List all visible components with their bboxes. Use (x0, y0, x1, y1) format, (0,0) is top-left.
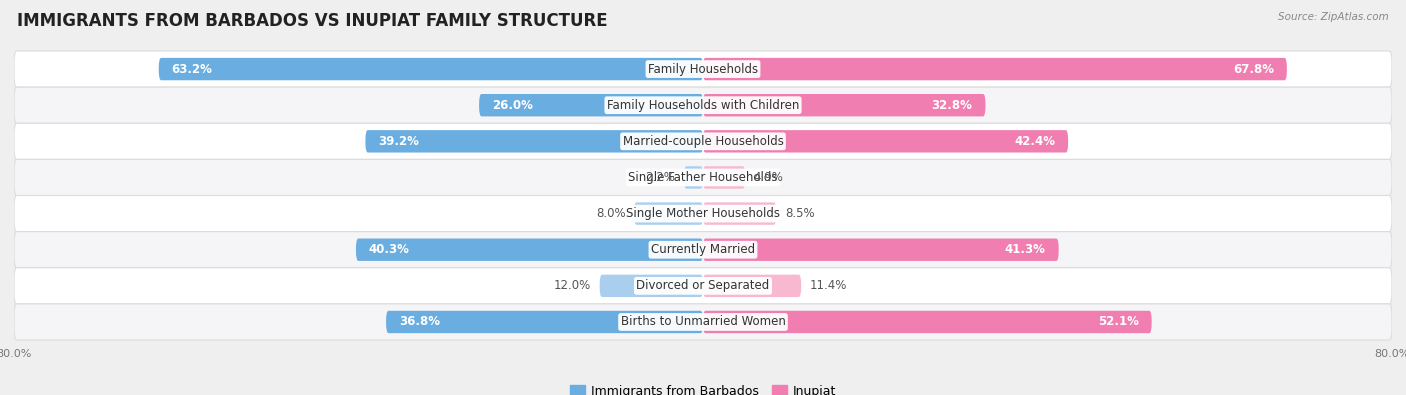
FancyBboxPatch shape (14, 268, 1392, 304)
Text: 41.3%: 41.3% (1005, 243, 1046, 256)
FancyBboxPatch shape (387, 311, 703, 333)
Legend: Immigrants from Barbados, Inupiat: Immigrants from Barbados, Inupiat (565, 380, 841, 395)
Text: 2.2%: 2.2% (645, 171, 675, 184)
FancyBboxPatch shape (14, 304, 1392, 340)
Text: 63.2%: 63.2% (172, 62, 212, 75)
Text: Source: ZipAtlas.com: Source: ZipAtlas.com (1278, 12, 1389, 22)
FancyBboxPatch shape (159, 58, 703, 80)
Text: Family Households with Children: Family Households with Children (607, 99, 799, 112)
Text: 8.5%: 8.5% (785, 207, 814, 220)
Text: Divorced or Separated: Divorced or Separated (637, 279, 769, 292)
Text: Single Father Households: Single Father Households (628, 171, 778, 184)
FancyBboxPatch shape (703, 166, 745, 189)
FancyBboxPatch shape (14, 196, 1392, 231)
FancyBboxPatch shape (703, 275, 801, 297)
FancyBboxPatch shape (703, 202, 776, 225)
Text: 26.0%: 26.0% (492, 99, 533, 112)
Text: 32.8%: 32.8% (932, 99, 973, 112)
Text: 8.0%: 8.0% (596, 207, 626, 220)
FancyBboxPatch shape (14, 51, 1392, 87)
Text: 52.1%: 52.1% (1098, 316, 1139, 329)
FancyBboxPatch shape (703, 130, 1069, 152)
Text: Births to Unmarried Women: Births to Unmarried Women (620, 316, 786, 329)
FancyBboxPatch shape (366, 130, 703, 152)
Text: 12.0%: 12.0% (554, 279, 591, 292)
Text: 42.4%: 42.4% (1014, 135, 1056, 148)
Text: Married-couple Households: Married-couple Households (623, 135, 783, 148)
Text: 40.3%: 40.3% (368, 243, 409, 256)
FancyBboxPatch shape (14, 87, 1392, 123)
FancyBboxPatch shape (703, 311, 1152, 333)
FancyBboxPatch shape (634, 202, 703, 225)
Text: 39.2%: 39.2% (378, 135, 419, 148)
Text: Currently Married: Currently Married (651, 243, 755, 256)
Text: Family Households: Family Households (648, 62, 758, 75)
FancyBboxPatch shape (14, 123, 1392, 160)
Text: 67.8%: 67.8% (1233, 62, 1274, 75)
Text: 4.9%: 4.9% (754, 171, 783, 184)
Text: 36.8%: 36.8% (399, 316, 440, 329)
FancyBboxPatch shape (14, 231, 1392, 268)
FancyBboxPatch shape (356, 239, 703, 261)
FancyBboxPatch shape (703, 58, 1286, 80)
FancyBboxPatch shape (703, 94, 986, 117)
FancyBboxPatch shape (14, 160, 1392, 196)
FancyBboxPatch shape (703, 239, 1059, 261)
Text: 11.4%: 11.4% (810, 279, 848, 292)
Text: Single Mother Households: Single Mother Households (626, 207, 780, 220)
FancyBboxPatch shape (599, 275, 703, 297)
FancyBboxPatch shape (685, 166, 703, 189)
Text: IMMIGRANTS FROM BARBADOS VS INUPIAT FAMILY STRUCTURE: IMMIGRANTS FROM BARBADOS VS INUPIAT FAMI… (17, 12, 607, 30)
FancyBboxPatch shape (479, 94, 703, 117)
